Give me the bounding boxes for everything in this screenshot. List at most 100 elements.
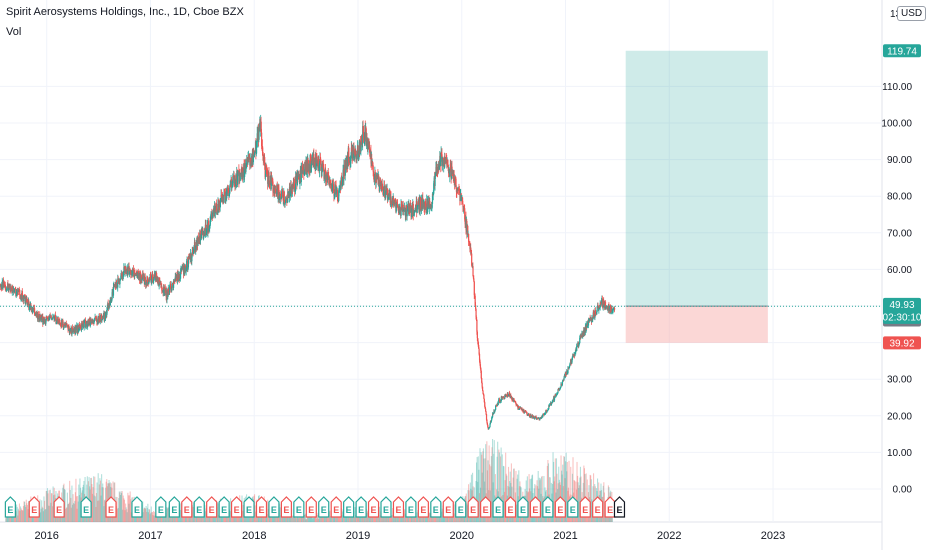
candle-body: [567, 367, 569, 373]
volume-bar: [305, 519, 308, 522]
candle-body: [220, 194, 222, 202]
earnings-marker[interactable]: E: [567, 496, 579, 518]
earnings-marker[interactable]: E: [105, 496, 117, 518]
earnings-marker[interactable]: E: [255, 496, 268, 518]
earnings-marker[interactable]: E: [492, 496, 504, 518]
volume-indicator-label[interactable]: Vol: [6, 26, 22, 38]
candle-body: [614, 308, 616, 310]
earnings-marker[interactable]: E: [280, 496, 292, 518]
earnings-marker[interactable]: E: [230, 496, 243, 518]
candle-body: [410, 210, 413, 217]
earnings-marker[interactable]: E: [442, 496, 454, 518]
earnings-marker[interactable]: E: [480, 496, 492, 518]
candle-body: [482, 386, 484, 391]
earnings-marker[interactable]: E: [367, 496, 380, 518]
candle-body: [367, 143, 369, 150]
earnings-marker[interactable]: E: [517, 496, 529, 518]
volume-bar: [266, 513, 268, 522]
earnings-marker[interactable]: E: [318, 496, 330, 518]
candle-body: [471, 253, 473, 266]
volume-bar: [77, 501, 79, 522]
earnings-marker[interactable]: E: [380, 496, 392, 518]
candle-body: [94, 318, 96, 321]
volume-bar: [510, 463, 512, 522]
earnings-marker[interactable]: E: [529, 496, 542, 518]
volume-bar: [502, 465, 504, 522]
earnings-marker[interactable]: E: [131, 496, 143, 518]
volume-bar: [292, 516, 294, 522]
long-position-tool[interactable]: [625, 50, 768, 343]
volume-bar: [437, 515, 439, 522]
earnings-marker[interactable]: E: [430, 496, 442, 518]
earnings-marker[interactable]: E: [155, 496, 167, 518]
candle-body: [559, 389, 561, 391]
candle-body: [62, 325, 64, 329]
earnings-marker-shape: [131, 496, 143, 518]
earnings-marker[interactable]: E: [243, 496, 255, 518]
earnings-marker[interactable]: E: [181, 496, 193, 518]
volume-bar: [547, 463, 550, 522]
candle-body: [71, 327, 73, 335]
earnings-marker[interactable]: E: [455, 496, 467, 518]
earnings-marker[interactable]: E: [343, 496, 355, 518]
earnings-marker[interactable]: E: [592, 496, 604, 518]
earnings-marker-letter: E: [308, 505, 314, 515]
earnings-marker[interactable]: E: [604, 496, 616, 518]
volume-bar: [296, 518, 298, 522]
candle-body: [195, 246, 197, 250]
earnings-marker-letter: E: [134, 505, 140, 515]
earnings-marker[interactable]: E: [293, 496, 305, 518]
volume-bar: [129, 491, 131, 522]
earnings-marker[interactable]: E: [4, 496, 16, 518]
volume-bar: [284, 515, 286, 522]
earnings-marker[interactable]: E: [305, 496, 317, 518]
earnings-marker[interactable]: E: [392, 496, 405, 518]
volume-bar: [175, 515, 177, 522]
time-axis[interactable]: 2016 2017 2018 2019 2020 2021 2022 2023: [34, 530, 785, 542]
volume-bar: [206, 513, 208, 522]
earnings-marker[interactable]: E: [218, 496, 230, 518]
candle-body: [1, 282, 3, 290]
volume-bar: [327, 515, 329, 522]
earnings-marker[interactable]: E: [206, 496, 218, 518]
earnings-marker[interactable]: E: [268, 496, 280, 518]
symbol-title[interactable]: Spirit Aerosystems Holdings, Inc., 1D, C…: [6, 6, 244, 18]
volume-bar: [242, 504, 244, 522]
earnings-marker[interactable]: E: [80, 496, 92, 518]
volume-bar: [153, 515, 155, 522]
volume-bar: [296, 514, 298, 522]
earnings-marker[interactable]: E: [330, 496, 342, 518]
volume-bar: [79, 487, 82, 522]
earnings-marker[interactable]: E: [579, 496, 591, 518]
currency-button[interactable]: USD: [897, 6, 927, 21]
earnings-marker[interactable]: E: [554, 496, 566, 518]
earnings-marker[interactable]: E: [405, 496, 417, 518]
earnings-marker[interactable]: E: [417, 496, 429, 518]
earnings-marker[interactable]: E: [504, 496, 517, 518]
earnings-marker-letter: E: [171, 505, 177, 515]
price-axis[interactable]: 0.0010.0020.0030.0040.0050.0060.0070.008…: [881, 9, 912, 496]
candle-body: [555, 395, 557, 397]
candle-body: [101, 314, 103, 321]
volume-bar: [480, 452, 482, 522]
earnings-marker[interactable]: E: [193, 496, 205, 518]
earnings-marker-letter: E: [458, 505, 464, 515]
candle-body: [224, 189, 226, 193]
candle-body: [244, 163, 246, 178]
candle-body: [544, 413, 546, 415]
earnings-marker[interactable]: E: [613, 496, 626, 518]
earnings-marker[interactable]: E: [168, 496, 180, 518]
earnings-marker[interactable]: E: [467, 496, 479, 518]
volume-bar: [144, 508, 146, 522]
earnings-marker[interactable]: E: [542, 496, 554, 518]
earnings-marker[interactable]: E: [28, 496, 40, 518]
earnings-marker[interactable]: E: [355, 496, 367, 518]
volume-bar: [44, 509, 46, 522]
candle-body: [486, 422, 489, 425]
candle-body: [542, 414, 544, 418]
volume-bar: [142, 501, 144, 522]
earnings-marker[interactable]: E: [53, 496, 65, 518]
earnings-marker-shape: [218, 496, 230, 518]
